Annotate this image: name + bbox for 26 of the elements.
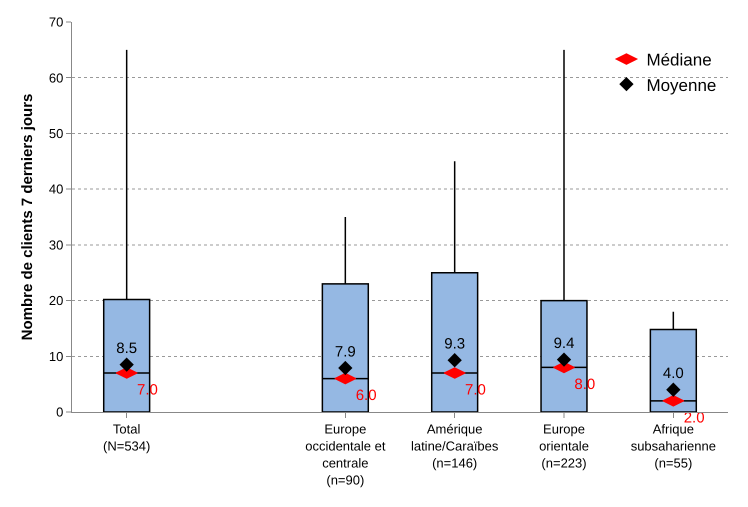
y-tick-label: 50: [48, 126, 64, 141]
y-tick-label: 0: [56, 404, 64, 420]
y-tick-label: 40: [48, 182, 64, 197]
data-label: 4.0: [662, 365, 684, 382]
point: [338, 360, 352, 376]
y-axis-title: Nombre de clients 7 derniers jours: [19, 94, 36, 340]
data-label: 9.4: [554, 335, 574, 352]
data-label: 9.3: [444, 336, 466, 353]
point: [448, 353, 462, 368]
point: [120, 357, 134, 372]
x-tick-label: Europe occidentale et centrale (n=90): [305, 422, 386, 488]
data-label: 7.9: [334, 343, 356, 360]
x-tick-label: Total (N=534): [103, 422, 150, 454]
y-tick-label: 30: [48, 237, 64, 252]
x-tick-label: Amérique latine/Caraïbes (n=146): [410, 422, 499, 470]
legend-label: Moyenne: [646, 76, 716, 95]
y-tick-label: 10: [48, 348, 64, 364]
point: [666, 382, 680, 397]
data-label: 8.5: [116, 340, 138, 358]
y-tick-label: 20: [48, 293, 64, 308]
y-tick-label: 60: [48, 70, 64, 86]
y-tick-label: 70: [48, 14, 64, 30]
x-tick-label: Afrique subsaharienne (n=55): [630, 422, 716, 470]
legend-label: Médiane: [646, 50, 712, 70]
x-tick-label: Europe orientale (n=223): [539, 422, 589, 470]
point: [556, 352, 572, 367]
